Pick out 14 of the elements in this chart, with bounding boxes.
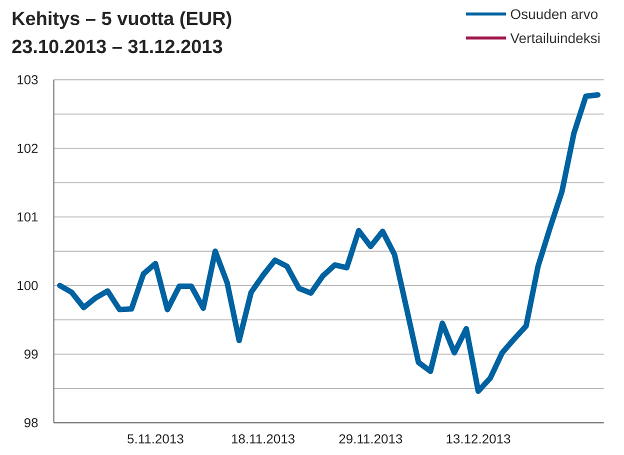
x-tick-label: 5.11.2013 [128, 434, 184, 444]
y-tick-label: 100 [18, 280, 38, 290]
y-tick-label: 98 [24, 418, 38, 428]
x-tick-label: 29.11.2013 [339, 434, 402, 444]
y-tick-label: 103 [18, 75, 38, 84]
y-tick-label: 101 [18, 212, 38, 222]
chart-title: Kehitys – 5 vuotta (EUR) [12, 11, 232, 29]
legend-label: Vertailuindeksi [510, 32, 600, 44]
legend-label: Osuuden arvo [510, 8, 598, 20]
chart-subtitle: 23.10.2013 – 31.12.2013 [12, 40, 222, 54]
x-tick-label: 18.11.2013 [232, 434, 295, 444]
y-tick-label: 102 [18, 144, 38, 153]
y-tick-label: 99 [24, 350, 38, 359]
x-tick-label: 13.12.2013 [446, 434, 510, 444]
